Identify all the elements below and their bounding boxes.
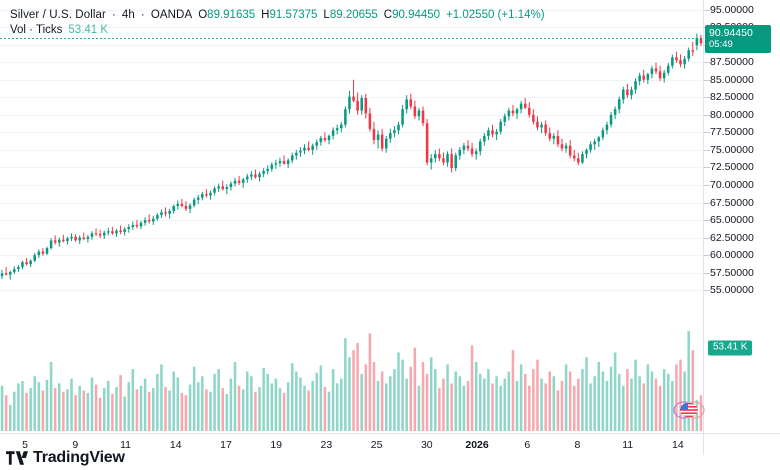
- current-price-badge[interactable]: 90.94450 05:49: [705, 25, 771, 54]
- price-scale[interactable]: 95.0000092.5000090.0000087.5000085.00000…: [703, 0, 780, 433]
- price-tick-label: 67.50000: [710, 196, 754, 209]
- chart-plot-area[interactable]: [0, 0, 703, 433]
- time-tick-label: 11: [120, 439, 131, 451]
- price-tick-dash: [704, 203, 710, 204]
- price-tick-dash: [704, 80, 710, 81]
- candlesticks: [0, 33, 703, 280]
- price-tick-dash: [704, 115, 710, 116]
- time-tick-label: 30: [420, 439, 433, 451]
- time-tick-label: 8: [574, 439, 581, 451]
- price-tick-label: 85.00000: [710, 73, 754, 86]
- price-tick-label: 87.50000: [710, 56, 754, 69]
- price-tick-dash: [704, 97, 710, 98]
- time-tick-label: 11: [622, 439, 634, 451]
- price-tick-label: 95.00000: [710, 3, 754, 16]
- time-tick-label: 14: [672, 439, 684, 451]
- price-tick-label: 60.00000: [710, 249, 754, 262]
- price-tick-label: 80.00000: [710, 108, 754, 121]
- price-tick-label: 65.00000: [710, 214, 754, 227]
- time-tick-label: 14: [169, 439, 182, 451]
- price-tick-label: 72.50000: [710, 161, 754, 174]
- tradingview-logo-icon: [6, 451, 28, 465]
- price-tick-dash: [704, 167, 710, 168]
- time-tick-label: 23: [320, 439, 333, 451]
- price-tick-label: 75.00000: [710, 143, 754, 156]
- price-tick-label: 70.00000: [710, 178, 754, 191]
- volume-value-badge[interactable]: 53.41 K: [708, 340, 753, 356]
- tradingview-branding[interactable]: TradingView: [6, 449, 125, 467]
- price-tick-dash: [704, 132, 710, 133]
- time-tick-label: 2026: [465, 439, 489, 451]
- price-tick-label: 57.50000: [710, 266, 754, 279]
- price-tick-dash: [704, 62, 710, 63]
- time-scale[interactable]: 5 9 11 14 17 19 23 25 30 2026 6 8 11 14: [0, 433, 703, 455]
- price-tick-dash: [704, 273, 710, 274]
- time-tick-label: 5: [22, 439, 29, 451]
- time-tick-label: 6: [524, 439, 531, 451]
- price-tick-dash: [704, 150, 710, 151]
- candlestick-svg: [0, 10, 703, 431]
- price-tick-dash: [704, 220, 710, 221]
- time-scale-corner: [703, 433, 780, 455]
- time-tick-label: 17: [220, 439, 232, 451]
- time-tick-label: 9: [72, 439, 79, 451]
- time-tick-label: 25: [370, 439, 383, 451]
- price-tick-dash: [704, 10, 710, 11]
- time-tick-label: 19: [270, 439, 283, 451]
- price-tick-label: 62.50000: [710, 231, 754, 244]
- tradingview-wordmark: TradingView: [33, 449, 125, 466]
- current-bar-countdown: 05:49: [709, 39, 733, 51]
- volume-bars: [0, 331, 703, 431]
- price-tick-label: 82.50000: [710, 91, 754, 104]
- price-tick-dash: [704, 185, 710, 186]
- current-price-value: 90.94450: [709, 27, 753, 40]
- price-tick-label: 77.50000: [710, 126, 754, 139]
- price-tick-dash: [704, 290, 710, 291]
- us-economic-event-icon[interactable]: [672, 399, 706, 426]
- price-tick-label: 55.00000: [710, 284, 754, 297]
- grid-lines: [0, 10, 703, 291]
- price-tick-dash: [704, 238, 710, 239]
- price-tick-dash: [704, 255, 710, 256]
